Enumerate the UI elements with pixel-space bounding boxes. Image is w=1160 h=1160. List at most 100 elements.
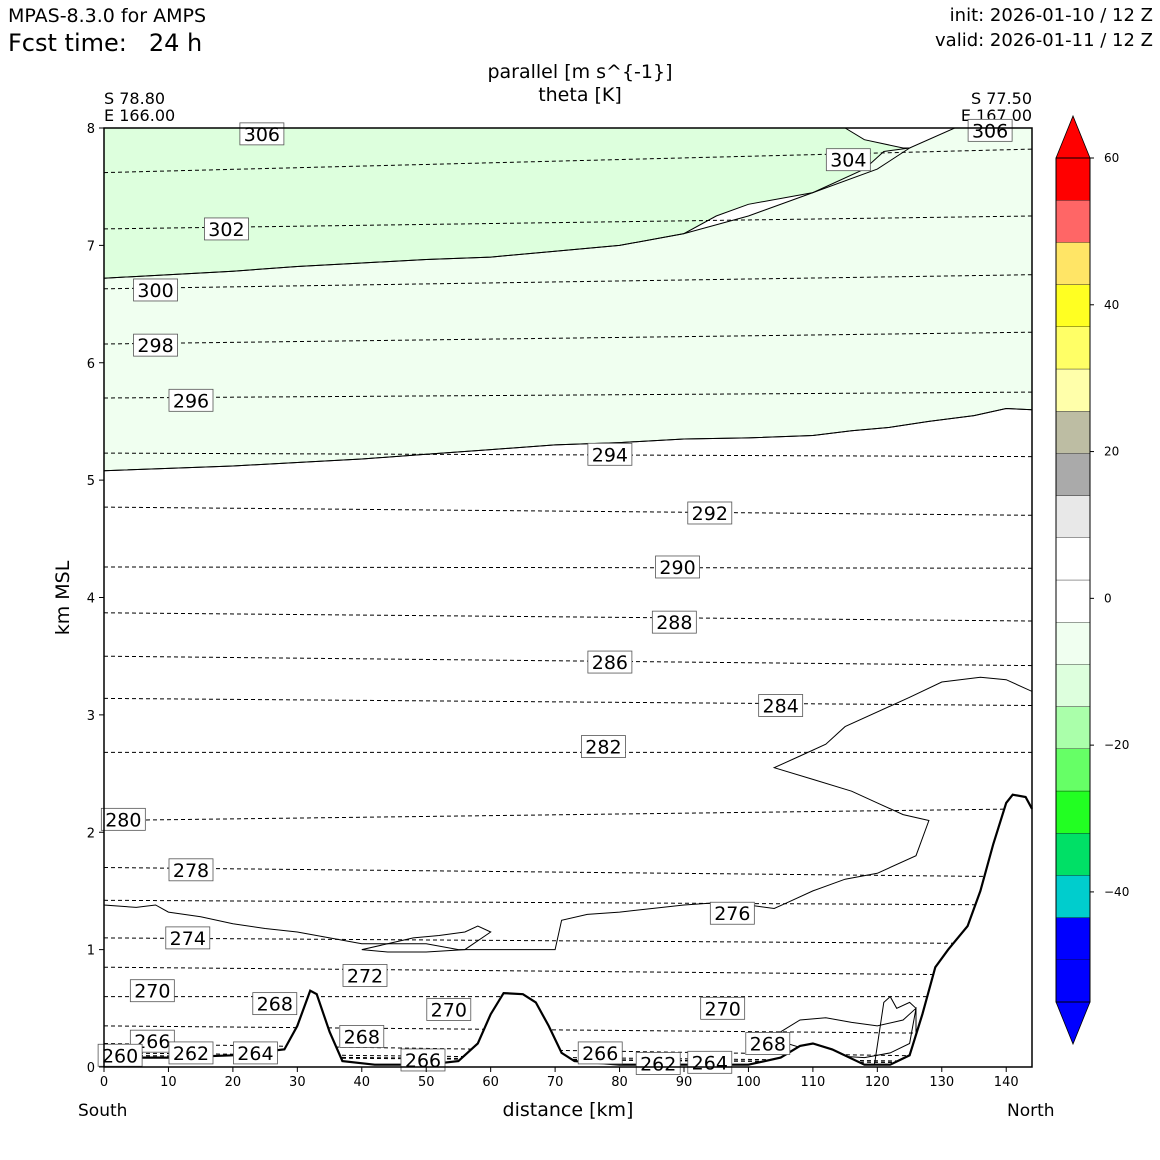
x-tick-label: 60 [482, 1075, 499, 1090]
y-tick-label: 1 [87, 944, 95, 959]
colorbar-segment [1055, 917, 1091, 960]
theta-label-box [700, 996, 746, 1020]
theta-contour-line [103, 1025, 1033, 1035]
valid-time: valid: 2026-01-11 / 12 Z [935, 30, 1153, 51]
wind-fill-region [874, 996, 916, 1067]
theta-label: 262 [640, 1053, 676, 1075]
theta-label: 298 [137, 335, 173, 357]
fcst-time-value: 24 h [148, 29, 203, 57]
theta-label: 276 [714, 903, 750, 925]
theta-contour-line [103, 148, 1033, 174]
theta-label-box [133, 278, 178, 302]
theta-label-box [129, 979, 175, 1003]
theta-label-box [168, 1041, 214, 1065]
x-tick-label: 40 [354, 1075, 371, 1090]
theta-label: 268 [257, 994, 293, 1016]
colorbar-segment [1055, 790, 1091, 834]
colorbar-tick-label: 20 [1104, 445, 1119, 459]
theta-label-box [587, 650, 633, 674]
theta-label: 292 [692, 503, 728, 525]
x-tick-label: 0 [100, 1075, 108, 1090]
theta-label: 260 [102, 1045, 138, 1067]
y-tick-label: 7 [87, 239, 95, 254]
colorbar-segment [1055, 242, 1091, 285]
colorbar-segment [1055, 748, 1091, 792]
colorbar-segment [1055, 157, 1091, 201]
theta-label-box [233, 1041, 278, 1065]
colorbar-segment [1055, 537, 1091, 581]
colorbar-segment [1055, 664, 1091, 707]
y-tick-label: 6 [87, 357, 95, 372]
colorbar-min-arrow [1055, 1001, 1091, 1046]
colorbar-segment [1055, 622, 1091, 665]
colorbar-segment [1055, 579, 1091, 623]
wind-contour-line [103, 407, 1033, 951]
theta-label-box [655, 555, 700, 579]
y-tick-label: 5 [87, 474, 95, 489]
y-tick-label: 4 [87, 592, 95, 607]
theta-label-box [635, 1052, 681, 1075]
colorbar-tick-label: 60 [1104, 151, 1119, 165]
theta-label: 286 [592, 652, 628, 674]
x-tick-label: 30 [289, 1075, 306, 1090]
chart-title-line1: parallel [m s^{-1}] [487, 61, 673, 83]
axes: 0 10 20 30 40 50 60 70 80 90 100 110 120 130 140 0 1 2 3 4 5… [87, 122, 1033, 1090]
theta-contour-line [103, 966, 1033, 976]
x-axis-label: distance [km] [502, 1099, 634, 1121]
theta-label-box [204, 217, 249, 241]
theta-label-box [745, 1032, 791, 1055]
x-tick-label: 90 [676, 1075, 693, 1090]
theta-label: 306 [972, 120, 1008, 142]
theta-contour-line [103, 655, 1033, 667]
theta-label: 296 [173, 390, 209, 412]
colorbar-tick-label: −40 [1104, 885, 1129, 899]
theta-label-box [168, 388, 214, 412]
fcst-time-prefix: Fcst time: [8, 29, 127, 57]
theta-contour-line [103, 215, 1033, 230]
left-end-lat: S 78.80 [104, 89, 166, 108]
wind-fill-region [104, 408, 1032, 950]
theta-contour-line [103, 566, 1033, 569]
theta-label: 300 [137, 280, 173, 302]
x-tick-label: 10 [160, 1075, 177, 1090]
south-label: South [78, 1101, 128, 1121]
y-tick-label: 2 [87, 826, 95, 841]
theta-label-box [168, 858, 214, 882]
theta-contour-line [103, 867, 1033, 878]
theta-label-box [100, 807, 146, 831]
colorbar-frame [1055, 157, 1091, 1003]
colorbar-segment [1055, 495, 1091, 538]
theta-label-box [252, 992, 298, 1016]
colorbar-segment [1055, 368, 1091, 412]
colorbar-segment [1055, 875, 1091, 918]
theta-contour-line [103, 331, 1033, 345]
theta-label-box [426, 998, 472, 1021]
y-tick-label: 0 [87, 1061, 95, 1076]
colorbar-segment [1055, 833, 1091, 876]
theta-contour-labels: 306 306 304 302 300 298 296 294 292 290 288 286 284 2… [97, 118, 1013, 1075]
left-end-lon: E 166.00 [104, 106, 176, 125]
terrain-fill [104, 794, 1032, 1067]
x-tick-label: 130 [929, 1075, 954, 1090]
colorbar-segment [1055, 453, 1091, 496]
theta-label: 264 [692, 1052, 728, 1074]
theta-label: 262 [173, 1043, 209, 1065]
theta-label-box [581, 735, 626, 758]
theta-label-box [651, 610, 697, 634]
chart-title-line2: theta [K] [538, 84, 622, 106]
theta-label-box [709, 901, 755, 925]
theta-contour-line [103, 391, 1033, 399]
x-tick-label: 80 [611, 1075, 628, 1090]
theta-label: 268 [750, 1034, 786, 1056]
theta-contour-line [103, 506, 1033, 516]
x-tick-label: 120 [865, 1075, 890, 1090]
theta-label: 270 [431, 999, 467, 1021]
x-tick-label: 50 [418, 1075, 435, 1090]
x-tick-label: 70 [547, 1075, 564, 1090]
theta-label: 284 [763, 695, 799, 717]
colorbar-segment [1055, 411, 1091, 454]
wind-fill-layer [104, 128, 1032, 1067]
colorbar-segment [1055, 326, 1091, 370]
theta-label: 268 [344, 1026, 380, 1048]
fcst-time-label: Fcst time: 24 h [8, 29, 202, 57]
